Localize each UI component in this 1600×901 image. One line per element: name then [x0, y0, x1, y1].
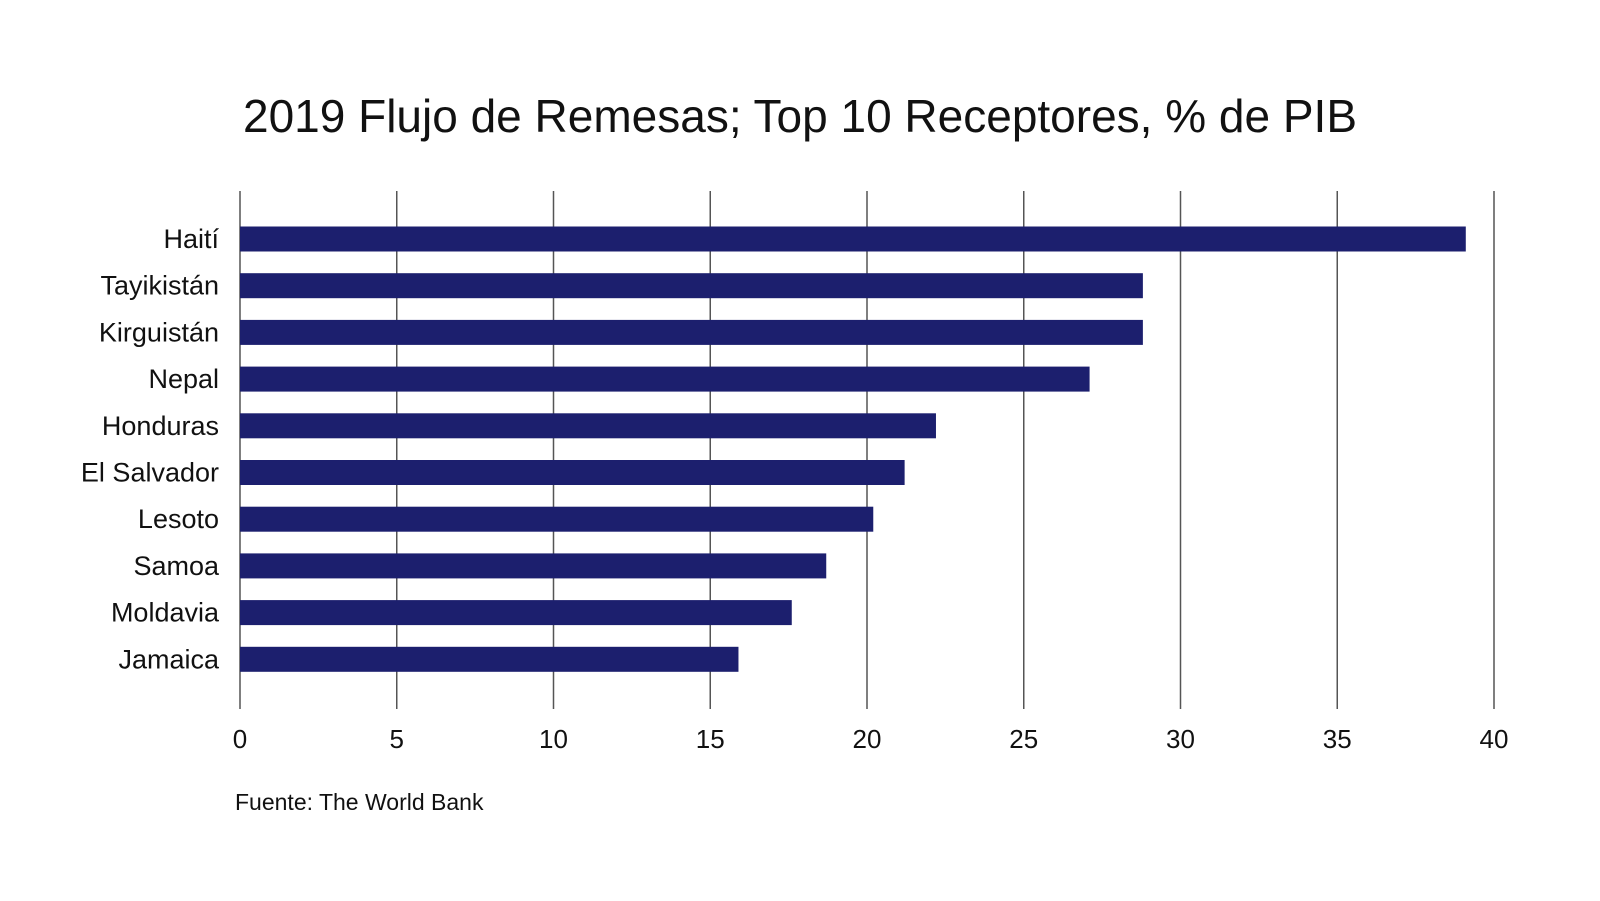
category-labels: Haití Tayikistán Kirguistán Nepal Honduras El… [81, 224, 220, 674]
gridlines [239, 191, 1495, 709]
bar [240, 226, 1466, 252]
chart-title: 2019 Flujo de Remesas; Top 10 Receptores… [243, 90, 1357, 142]
x-tick-label: 0 [233, 724, 247, 754]
x-tick-label: 15 [696, 724, 725, 754]
category-label: Kirguistán [99, 317, 219, 347]
x-tick-label: 10 [539, 724, 568, 754]
x-tick-label: 25 [1009, 724, 1038, 754]
category-label: Tayikistán [100, 271, 219, 301]
category-label: Jamaica [118, 644, 220, 674]
category-label: Samoa [133, 551, 220, 581]
bar [240, 553, 827, 579]
x-tick-label: 5 [390, 724, 404, 754]
bar [240, 273, 1143, 299]
category-label: Lesoto [138, 504, 219, 534]
bar [240, 506, 874, 532]
x-tick-label: 30 [1166, 724, 1195, 754]
category-label: Moldavia [111, 598, 220, 628]
bar [240, 413, 936, 439]
x-tick-label: 35 [1323, 724, 1352, 754]
category-label: Nepal [148, 364, 219, 394]
bar [240, 600, 792, 626]
bar [240, 460, 905, 485]
category-label: El Salvador [81, 458, 219, 488]
bar [240, 366, 1090, 392]
bars [240, 226, 1466, 672]
source-note: Fuente: The World Bank [235, 789, 484, 815]
x-tick-labels: 0 5 10 15 20 25 30 35 40 [233, 724, 1509, 754]
x-tick-label: 20 [853, 724, 882, 754]
bar [240, 319, 1143, 345]
category-label: Haití [163, 224, 219, 254]
x-tick-label: 40 [1480, 724, 1509, 754]
category-label: Honduras [102, 411, 219, 441]
bar [240, 646, 739, 672]
